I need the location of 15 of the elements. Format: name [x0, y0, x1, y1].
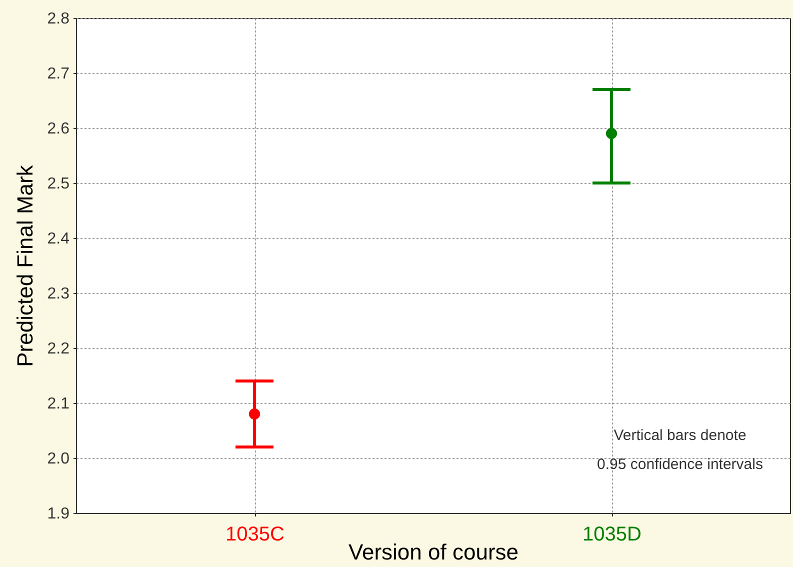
y-tick-label: 1.9: [47, 506, 70, 522]
x-tick-label: 1035C: [226, 524, 284, 546]
y-tick-label: 2.6: [47, 120, 70, 138]
y-tick-label: 2.2: [47, 340, 70, 358]
y-axis-title: Predicted Final Mark: [12, 164, 38, 367]
y-tick-label: 2.4: [47, 230, 70, 248]
y-tick-label: 2.1: [47, 396, 70, 412]
y-tick-label: 2.0: [47, 450, 70, 468]
y-tick-label: 2.5: [47, 176, 70, 192]
annotation: Vertical bars denote 0.95 confidence intervals: [597, 427, 763, 473]
y-tick-label: 2.8: [47, 10, 70, 28]
x-tick-label: 1035D: [582, 524, 642, 546]
x-axis-title: Version of course: [348, 540, 518, 564]
y-tick-label: 2.3: [47, 286, 70, 302]
y-tick-label: 2.7: [47, 66, 70, 82]
